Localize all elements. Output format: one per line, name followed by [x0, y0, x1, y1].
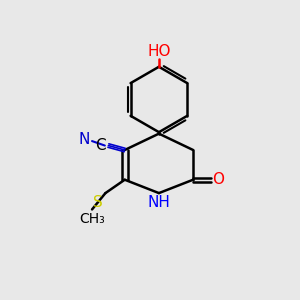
Text: N: N [78, 132, 90, 147]
Text: O: O [212, 172, 224, 187]
Text: S: S [93, 196, 103, 211]
Text: NH: NH [148, 196, 170, 211]
Text: HO: HO [147, 44, 171, 59]
Text: C: C [95, 138, 106, 153]
Text: CH₃: CH₃ [79, 212, 105, 226]
